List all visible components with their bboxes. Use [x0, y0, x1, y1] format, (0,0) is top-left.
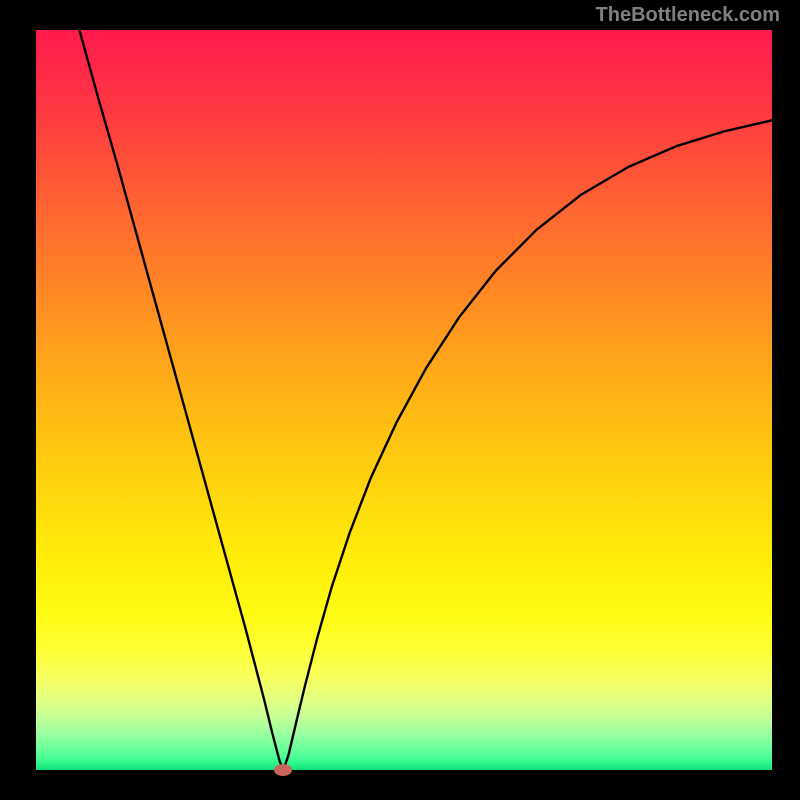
curve-svg	[36, 30, 772, 770]
minimum-marker	[274, 764, 292, 776]
chart-container: TheBottleneck.com	[0, 0, 800, 800]
watermark-text: TheBottleneck.com	[596, 4, 780, 27]
plot-area	[36, 30, 772, 770]
bottleneck-curve	[79, 30, 772, 770]
